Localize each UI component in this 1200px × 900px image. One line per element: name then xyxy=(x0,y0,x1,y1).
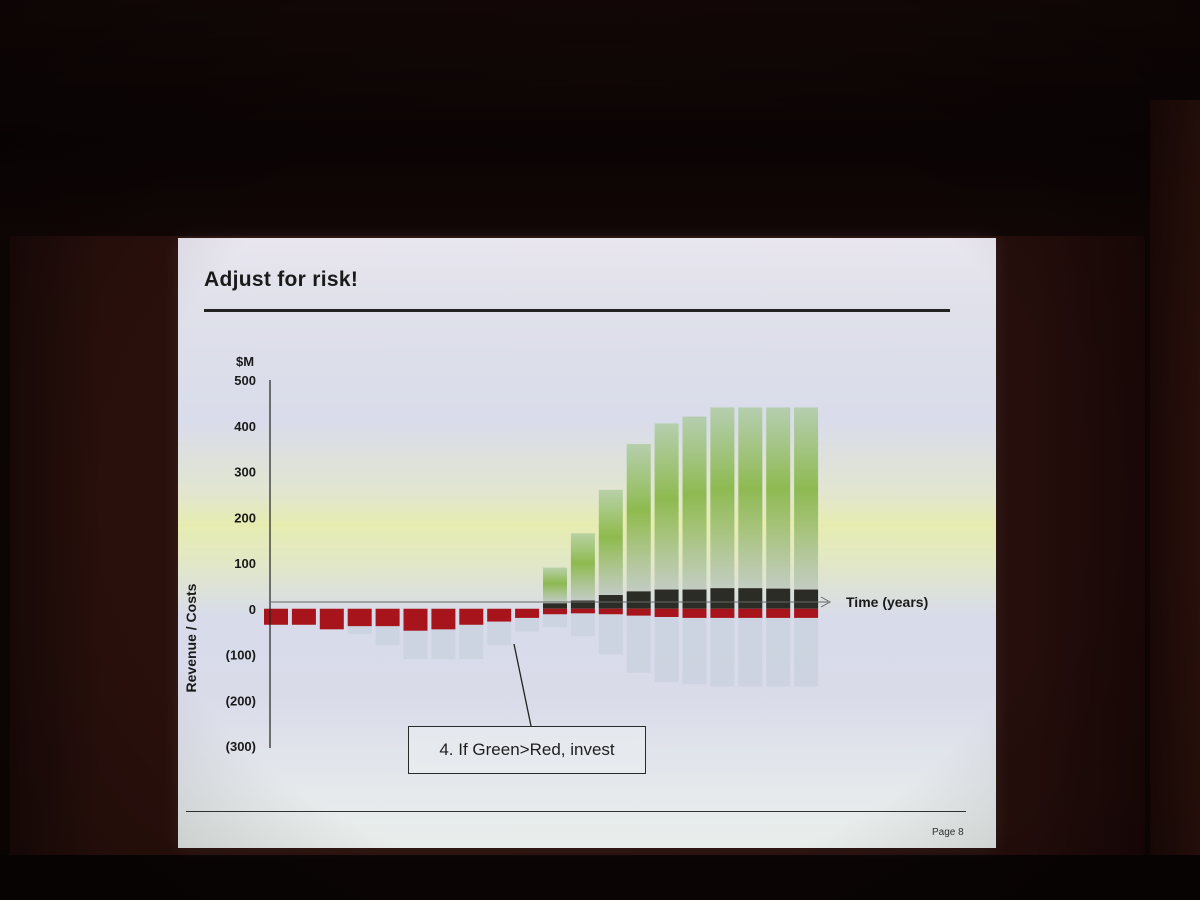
revenue-potential-bars xyxy=(543,407,819,604)
revenue-base-bar xyxy=(626,591,651,609)
cost-bar xyxy=(598,608,623,615)
cost-bar xyxy=(459,608,484,625)
risk-adjusted-bar-chart: $M Revenue / Costs Time (years) 500 400 30… xyxy=(183,354,928,754)
room-background-right xyxy=(1150,100,1200,900)
callout-leader-line xyxy=(513,643,532,727)
revenue-base-bar xyxy=(738,588,763,609)
revenue-potential-bar xyxy=(766,407,791,589)
cost-bar xyxy=(375,608,400,627)
downside-bar xyxy=(738,608,763,687)
cost-bar xyxy=(570,608,595,614)
revenue-base-bar xyxy=(654,589,679,609)
y-tick-label: 500 xyxy=(234,373,256,388)
cost-bar xyxy=(543,608,567,615)
revenue-potential-bar xyxy=(682,416,707,590)
revenue-base-bar xyxy=(543,603,567,609)
cost-bar xyxy=(766,608,791,618)
downside-bars xyxy=(264,608,819,687)
revenue-base-bar xyxy=(766,588,791,609)
revenue-potential-bar xyxy=(710,407,735,589)
downside-bar xyxy=(710,608,735,687)
revenue-potential-bar xyxy=(654,423,679,590)
page-number: Page 8 xyxy=(932,827,964,838)
revenue-potential-bar xyxy=(543,567,567,604)
downside-bar xyxy=(766,608,791,687)
y-tick-label: 300 xyxy=(234,465,256,480)
revenue-potential-bar xyxy=(570,533,595,601)
revenue-potential-bar xyxy=(738,407,763,589)
y-unit-label: $M xyxy=(236,354,254,369)
y-tick-label: (200) xyxy=(226,693,256,708)
revenue-potential-bar xyxy=(626,444,651,592)
revenue-base-bar xyxy=(570,600,595,609)
y-tick-label: (300) xyxy=(226,739,256,754)
downside-bar xyxy=(598,608,623,655)
x-axis-label: Time (years) xyxy=(846,594,928,610)
cost-bars xyxy=(264,608,819,631)
cost-bar xyxy=(682,608,707,618)
x-axis-arrow-icon xyxy=(820,596,832,608)
cost-bar xyxy=(654,608,679,617)
cost-bar xyxy=(487,608,512,622)
cost-bar xyxy=(794,608,819,618)
cost-bar xyxy=(347,608,372,627)
downside-bar xyxy=(654,608,679,682)
downside-bar xyxy=(626,608,651,673)
revenue-base-bar xyxy=(794,589,819,609)
cost-bar xyxy=(515,608,540,618)
footer-divider xyxy=(186,811,966,812)
y-axis-label: Revenue / Costs xyxy=(183,583,199,692)
title-divider xyxy=(204,309,950,312)
downside-bar xyxy=(794,608,819,687)
revenue-base-bars xyxy=(543,588,819,609)
revenue-base-bar xyxy=(682,589,707,609)
room-background-top xyxy=(0,0,1200,240)
revenue-potential-bar xyxy=(598,489,623,596)
slide-title: Adjust for risk! xyxy=(204,268,359,291)
cost-bar xyxy=(738,608,763,618)
room-floor xyxy=(0,855,1200,900)
downside-bar xyxy=(682,608,707,685)
revenue-potential-bar xyxy=(794,407,819,590)
y-tick-label: 0 xyxy=(249,602,256,617)
cost-bar xyxy=(431,608,456,630)
cost-bar xyxy=(291,608,316,625)
presentation-slide: Adjust for risk! $M Revenue / Costs Time… xyxy=(178,238,996,848)
y-tick-label: 100 xyxy=(234,556,256,571)
y-tick-label: (100) xyxy=(226,648,256,663)
y-tick-label: 200 xyxy=(234,510,256,525)
callout-box: 4. If Green>Red, invest xyxy=(408,726,646,774)
cost-bar xyxy=(403,608,428,631)
cost-bar xyxy=(264,608,288,625)
y-axis-ticks: 500 400 300 200 100 0 (100) (200) (300) xyxy=(226,373,256,754)
cost-bar xyxy=(319,608,344,630)
revenue-base-bar xyxy=(710,588,735,609)
cost-bar xyxy=(710,608,735,618)
cost-bar xyxy=(626,608,651,616)
y-tick-label: 400 xyxy=(234,419,256,434)
